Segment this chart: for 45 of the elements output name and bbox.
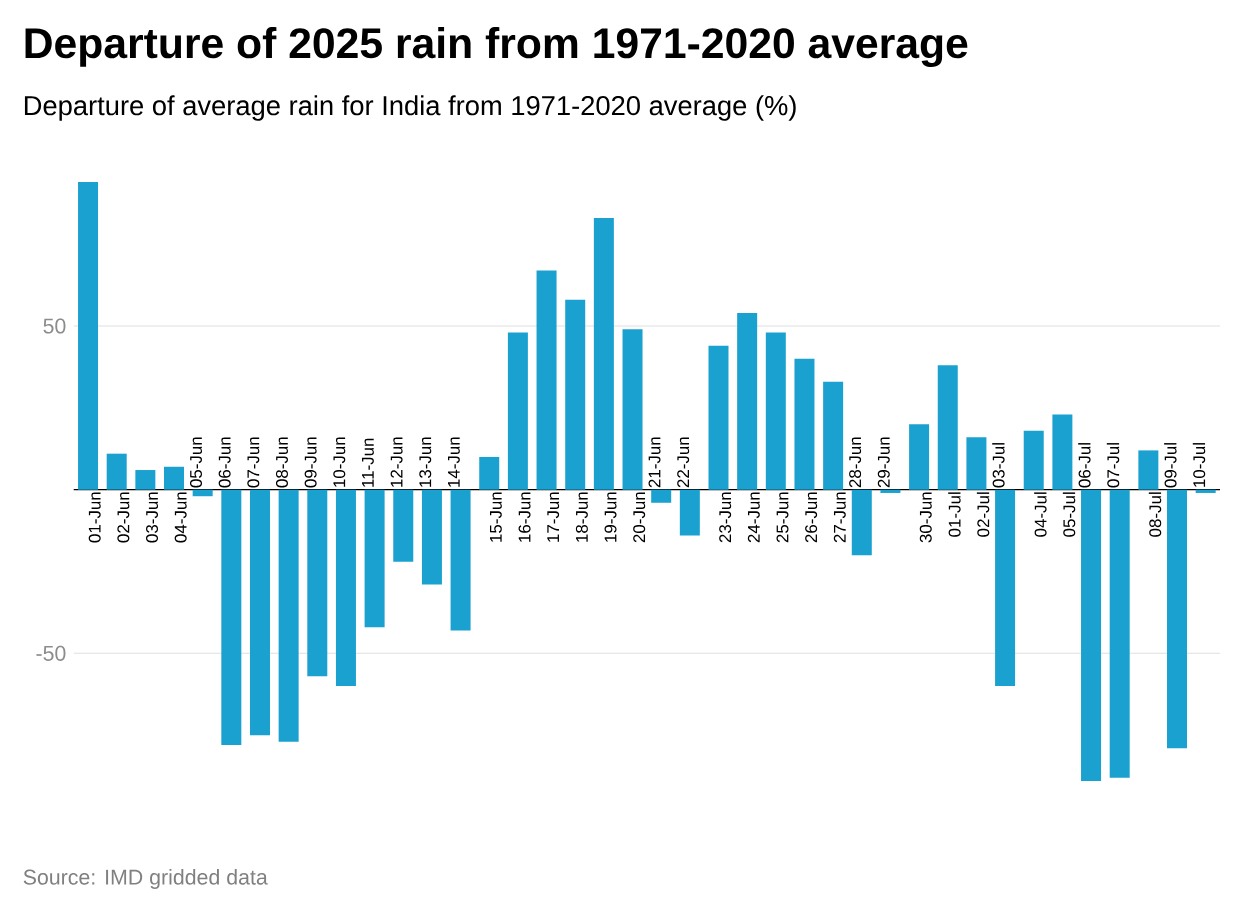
x-tick-label: 11-Jun: [362, 438, 374, 487]
x-tick-label: 03-Jul: [992, 443, 1005, 488]
x-tick-label: 02-Jul: [976, 492, 990, 537]
x-tick-label: 15-Jun: [490, 492, 502, 542]
x-tick-label: 23-Jun: [719, 492, 732, 543]
source-note: Source: IMD gridded data: [23, 869, 268, 889]
x-tick-label: 02-Jun: [117, 492, 130, 543]
x-tick-label: 14-Jun: [448, 437, 460, 487]
x-tick-label: 28-Jun: [849, 437, 862, 488]
x-tick-label: 08-Jul: [1148, 492, 1162, 537]
y-tick-label: 50: [43, 318, 66, 334]
x-tick-label: 20-Jun: [633, 492, 646, 543]
x-tick-label: 27-Jun: [833, 492, 846, 543]
x-tick-label: 29-Jun: [877, 437, 890, 488]
x-tick-label: 06-Jun: [218, 437, 231, 488]
x-tick-label: 07-Jun: [247, 437, 260, 488]
x-tick-label: 19-Jun: [604, 492, 617, 542]
x-tick-label: 12-Jun: [390, 437, 403, 487]
x-tick-label: 17-Jun: [547, 492, 560, 542]
x-tick-label: 08-Jun: [275, 437, 288, 488]
x-tick-label: 01-Jul: [948, 492, 961, 537]
x-tick-label: 10-Jun: [333, 437, 346, 487]
x-tick-label: 01-Jun: [88, 492, 101, 543]
x-tick-label: 30-Jun: [919, 492, 932, 543]
x-tick-label: 04-Jun: [174, 492, 187, 543]
x-tick-label: 13-Jun: [419, 437, 432, 487]
x-tick-label: 06-Jul: [1078, 443, 1091, 488]
x-tick-label: 09-Jul: [1164, 443, 1177, 488]
y-tick-label: -50: [36, 645, 66, 661]
x-tick-label: 24-Jun: [747, 492, 760, 543]
x-tick-label: 26-Jun: [805, 492, 818, 543]
x-tick-label: 10-Jul: [1192, 443, 1206, 487]
chart-title: Departure of 2025 rain from 1971-2020 average: [25, 27, 968, 67]
x-tick-label: 05-Jul: [1062, 492, 1076, 537]
x-tick-label: 22-Jun: [677, 437, 690, 488]
x-tick-label: 18-Jun: [575, 492, 588, 542]
x-tick-label: 21-Jun: [648, 437, 661, 488]
x-tick-label: 16-Jun: [518, 492, 531, 542]
x-tick-label: 03-Jun: [146, 492, 159, 543]
x-tick-label: 09-Jun: [304, 437, 317, 488]
x-tick-label: 25-Jun: [776, 492, 789, 543]
x-tick-label: 04-Jul: [1034, 492, 1047, 537]
x-tick-label: 07-Jul: [1106, 443, 1120, 488]
x-tick-label: 05-Jun: [189, 437, 202, 488]
chart-subtitle: Departure of average rain for India from 1971-2020 average (%): [24, 95, 796, 121]
